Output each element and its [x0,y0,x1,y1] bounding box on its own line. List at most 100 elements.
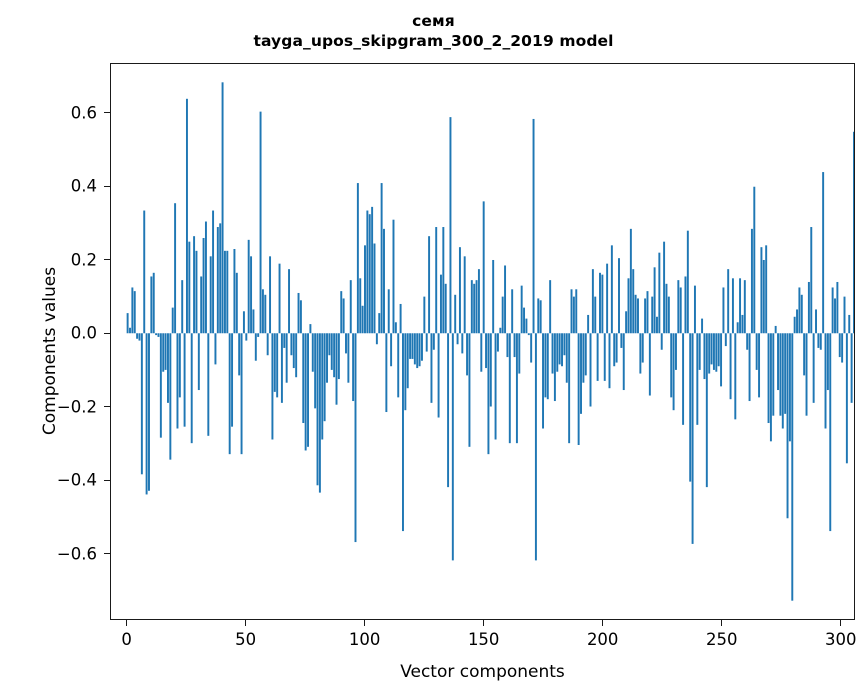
bar [553,333,556,402]
bar [297,292,300,334]
bar [311,333,314,372]
bar [283,333,286,348]
bar [618,258,620,334]
bar [834,298,836,334]
x-tick-label: 300 [824,630,857,649]
bar [347,333,350,383]
bar [278,263,281,334]
bar [411,333,414,359]
bar [532,118,535,334]
bar [850,333,853,403]
bar [658,252,661,334]
bar [242,311,245,334]
bar [356,183,359,334]
bar [767,333,770,424]
bar [736,322,739,334]
bar [328,333,331,356]
bar [245,333,248,341]
bar [394,322,397,334]
bar [473,283,476,334]
bar [556,333,559,372]
bar [549,280,552,334]
bar [561,333,563,367]
bar [665,283,668,334]
bar [487,333,490,455]
bar [812,333,815,403]
bar [375,333,378,345]
bar [264,294,267,334]
bar [321,333,324,440]
y-tick-label: −0.6 [56,544,97,564]
bar [705,333,708,488]
bar [563,333,566,356]
bar [765,245,768,334]
bar [750,228,753,334]
bar [466,333,469,376]
bar [176,333,179,429]
bar [292,333,295,369]
bar [290,333,293,356]
bar [720,333,723,387]
bar [145,333,148,495]
bar [162,333,165,372]
bar [200,276,203,334]
x-tick-label: 50 [235,630,257,649]
bar [525,318,528,334]
bar [444,283,447,334]
bar [727,269,730,334]
bar [496,333,499,352]
y-tick-label: 0.2 [70,250,97,270]
bar [729,333,732,400]
bar [527,333,530,336]
bar [715,333,718,372]
bar [492,259,495,334]
bar [515,333,518,444]
bar [238,333,241,376]
bar [774,325,777,334]
bar [679,287,682,334]
bar [622,333,625,391]
bar [646,291,649,334]
x-tick-mark [721,620,723,626]
bar [335,333,338,405]
bar [392,219,395,334]
y-tick-mark [104,553,110,555]
bar [209,256,212,334]
bar [359,278,362,334]
bar [620,333,623,348]
bar [544,333,547,398]
chart-title-block: семя tayga_upos_skipgram_300_2_2019 mode… [0,12,867,52]
y-tick-mark [104,406,110,408]
bar [670,333,673,398]
x-tick-mark [840,620,842,626]
bar [143,210,146,334]
bar [601,274,604,334]
bar [404,333,407,411]
bar [632,269,635,334]
bar [228,333,231,455]
bar [150,276,153,334]
bar [499,327,502,334]
bar [385,333,388,413]
bar [383,228,385,334]
bar [542,333,545,429]
bar [250,256,253,334]
bar [677,280,680,334]
bar [454,294,457,334]
bar [181,280,184,334]
bar [451,333,454,561]
bar [380,183,383,334]
bar [596,333,599,381]
bar [591,269,594,334]
y-tick-mark [104,112,110,114]
bar [689,333,692,482]
bar [295,333,298,378]
bar [373,243,376,334]
bar [166,333,169,403]
bar [599,272,601,334]
x-tick-label: 0 [121,630,132,649]
bar [276,333,279,398]
bar [138,333,141,341]
bar [269,256,272,334]
bar [231,333,234,427]
